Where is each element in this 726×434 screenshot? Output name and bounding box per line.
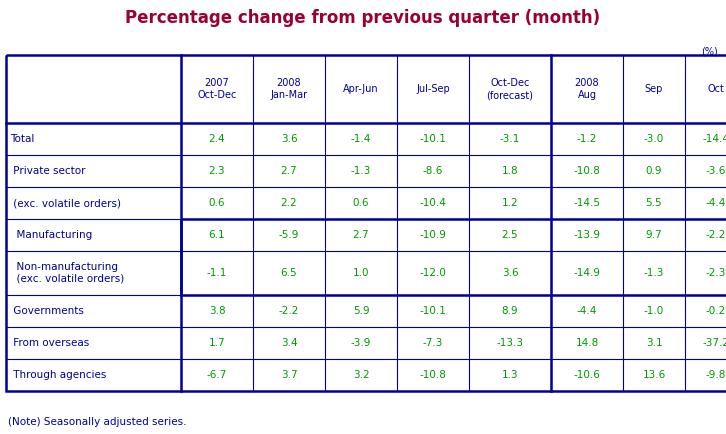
Text: -4.4: -4.4 [706, 198, 726, 208]
Text: 5.9: 5.9 [353, 306, 370, 316]
Text: -1.0: -1.0 [644, 306, 664, 316]
Text: -10.4: -10.4 [420, 198, 446, 208]
Text: 3.1: 3.1 [645, 338, 662, 348]
Text: 2.7: 2.7 [353, 230, 370, 240]
Text: -1.3: -1.3 [644, 268, 664, 278]
Text: 8.9: 8.9 [502, 306, 518, 316]
Text: 1.2: 1.2 [502, 198, 518, 208]
Text: (%): (%) [701, 47, 718, 57]
Text: 3.8: 3.8 [208, 306, 225, 316]
Text: 3.6: 3.6 [281, 134, 298, 144]
Bar [6, 55, 726, 391]
Text: -3.9: -3.9 [351, 338, 371, 348]
Text: 6.1: 6.1 [208, 230, 225, 240]
Text: Oct-Dec
(forecast): Oct-Dec (forecast) [486, 78, 534, 100]
Text: 0.6: 0.6 [209, 198, 225, 208]
Text: -10.1: -10.1 [420, 134, 446, 144]
Text: 2008
Aug: 2008 Aug [575, 78, 599, 100]
Text: -3.6: -3.6 [706, 166, 726, 176]
Text: 6.5: 6.5 [281, 268, 298, 278]
Text: -10.8: -10.8 [574, 166, 600, 176]
Text: 0.9: 0.9 [645, 166, 662, 176]
Text: 2007
Oct-Dec: 2007 Oct-Dec [197, 78, 237, 100]
Text: -2.2: -2.2 [279, 306, 299, 316]
Text: From overseas: From overseas [10, 338, 89, 348]
Text: -1.2: -1.2 [577, 134, 597, 144]
Text: 5.5: 5.5 [645, 198, 662, 208]
Text: -1.1: -1.1 [207, 268, 227, 278]
Text: 2.5: 2.5 [502, 230, 518, 240]
Text: Total: Total [10, 134, 34, 144]
Text: 9.7: 9.7 [645, 230, 662, 240]
Text: 3.7: 3.7 [281, 370, 298, 380]
Text: -3.0: -3.0 [644, 134, 664, 144]
Text: -3.1: -3.1 [499, 134, 521, 144]
Text: -10.6: -10.6 [574, 370, 600, 380]
Text: Through agencies: Through agencies [10, 370, 107, 380]
Text: (exc. volatile orders): (exc. volatile orders) [10, 198, 121, 208]
Text: -7.3: -7.3 [423, 338, 443, 348]
Text: -1.3: -1.3 [351, 166, 371, 176]
Text: -13.9: -13.9 [574, 230, 600, 240]
Text: 1.7: 1.7 [208, 338, 225, 348]
Text: Apr-Jun: Apr-Jun [343, 84, 379, 94]
Text: Percentage change from previous quarter (month): Percentage change from previous quarter … [126, 9, 600, 27]
Text: -4.4: -4.4 [577, 306, 597, 316]
Text: -10.9: -10.9 [420, 230, 446, 240]
Text: -2.3: -2.3 [706, 268, 726, 278]
Text: Jul-Sep: Jul-Sep [416, 84, 450, 94]
Text: 13.6: 13.6 [643, 370, 666, 380]
Text: -9.8: -9.8 [706, 370, 726, 380]
Text: 1.3: 1.3 [502, 370, 518, 380]
Text: -0.2: -0.2 [706, 306, 726, 316]
Text: -6.7: -6.7 [207, 370, 227, 380]
Text: Governments: Governments [10, 306, 84, 316]
Bar [181, 219, 726, 295]
Text: -13.3: -13.3 [497, 338, 523, 348]
Text: 0.6: 0.6 [353, 198, 370, 208]
Text: 2.4: 2.4 [208, 134, 225, 144]
Text: -14.9: -14.9 [574, 268, 600, 278]
Text: -37.2: -37.2 [703, 338, 726, 348]
Text: 2.7: 2.7 [281, 166, 298, 176]
Text: -14.4: -14.4 [703, 134, 726, 144]
Text: Private sector: Private sector [10, 166, 86, 176]
Text: Manufacturing: Manufacturing [10, 230, 92, 240]
Text: 2.3: 2.3 [208, 166, 225, 176]
Text: Non-manufacturing
  (exc. volatile orders): Non-manufacturing (exc. volatile orders) [10, 262, 124, 284]
Text: (Note) Seasonally adjusted series.: (Note) Seasonally adjusted series. [8, 417, 187, 427]
Text: 2.2: 2.2 [281, 198, 298, 208]
Text: 14.8: 14.8 [576, 338, 599, 348]
Text: -2.2: -2.2 [706, 230, 726, 240]
Text: -14.5: -14.5 [574, 198, 600, 208]
Text: 3.6: 3.6 [502, 268, 518, 278]
Text: -10.8: -10.8 [420, 370, 446, 380]
Text: Sep: Sep [645, 84, 663, 94]
Text: 3.4: 3.4 [281, 338, 298, 348]
Text: Oct: Oct [708, 84, 725, 94]
Text: 1.8: 1.8 [502, 166, 518, 176]
Text: 2008
Jan-Mar: 2008 Jan-Mar [271, 78, 308, 100]
Text: -5.9: -5.9 [279, 230, 299, 240]
Text: -10.1: -10.1 [420, 306, 446, 316]
Text: -8.6: -8.6 [423, 166, 443, 176]
Text: 3.2: 3.2 [353, 370, 370, 380]
Text: 1.0: 1.0 [353, 268, 370, 278]
Text: -1.4: -1.4 [351, 134, 371, 144]
Text: -12.0: -12.0 [420, 268, 446, 278]
